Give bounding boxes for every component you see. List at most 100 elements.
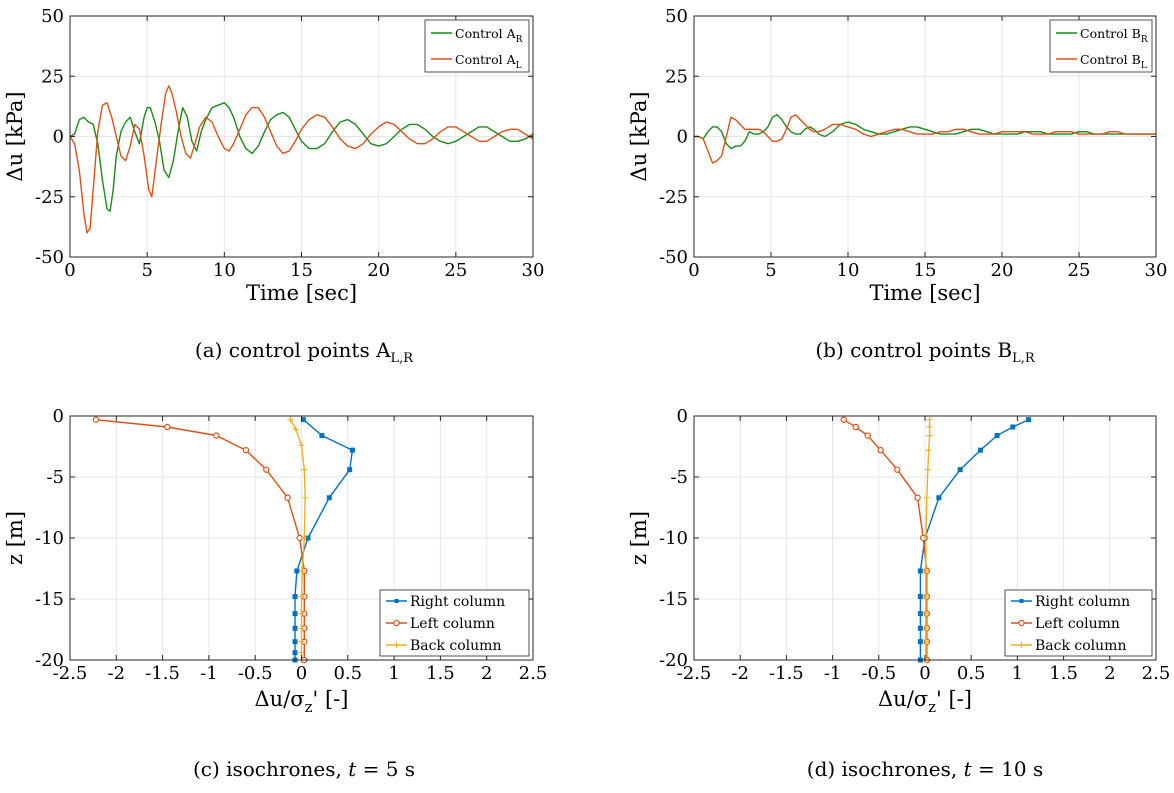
series-line-b-0 — [694, 114, 1156, 150]
legend-d: Right column Left column Back column — [1004, 589, 1153, 657]
x-tick-label-b: 10 — [837, 260, 860, 281]
data-point-d-0 — [957, 467, 963, 473]
data-point-d-1 — [914, 494, 921, 501]
x-tick-label-a: 30 — [522, 260, 545, 281]
y-tick-label-d: -10 — [659, 528, 688, 549]
x-tick-label-d: -2.5 — [677, 663, 712, 684]
data-point-d-0 — [994, 433, 1000, 439]
y-tick-label-a: -50 — [35, 247, 64, 268]
legend-marker-c-1 — [393, 619, 400, 627]
x-tick-label-b: 5 — [765, 260, 776, 281]
x-tick-label-d: -0.5 — [861, 663, 896, 684]
data-point-c-0 — [349, 447, 355, 453]
legend-marker-c-0 — [394, 599, 399, 603]
data-point-c-0 — [347, 467, 353, 473]
x-tick-label-c: -2 — [108, 663, 126, 684]
y-tick-label-d: -5 — [670, 467, 688, 488]
x-tick-label-a: 20 — [367, 260, 390, 281]
legend-label-b-1: Control BL — [1080, 52, 1147, 71]
data-point-c-1 — [242, 446, 250, 454]
legend-label-d-2: Back column — [1035, 638, 1126, 654]
data-point-c-2 — [298, 638, 305, 645]
data-point-c-2 — [298, 649, 305, 656]
y-tick-label-c: -5 — [46, 467, 64, 488]
data-point-d-1 — [864, 432, 871, 439]
series-line-a-1 — [69, 85, 534, 234]
x-tick-label-a: 10 — [213, 260, 236, 281]
data-point-d-2 — [926, 432, 933, 439]
x-tick-label-c: -1 — [200, 663, 218, 684]
caption-b-text: (b) control points B — [815, 338, 1013, 362]
data-point-c-2 — [301, 466, 308, 473]
data-point-c-1 — [284, 494, 291, 501]
data-point-d-0 — [917, 594, 923, 600]
data-point-d-2 — [924, 466, 931, 473]
x-tick-label-c: -2.5 — [53, 663, 88, 684]
data-point-c-0 — [292, 650, 298, 656]
data-point-c-2 — [298, 610, 305, 617]
x-axis-label-c: Δu/σz' [-] — [255, 687, 349, 716]
x-tick-label-b: 30 — [1145, 260, 1168, 281]
x-tick-label-c: 2.5 — [519, 663, 548, 684]
x-axis-label-b: Time [sec] — [869, 281, 980, 305]
legend-label-c-2: Back column — [410, 638, 501, 654]
data-point-d-0 — [917, 639, 923, 645]
caption-d: (d) isochrones, t = 10 s — [807, 757, 1043, 781]
data-point-c-2 — [298, 593, 305, 600]
legend-label-a-0: Control AR — [455, 26, 523, 45]
y-tick-label-a: 25 — [41, 66, 64, 87]
data-point-c-0 — [292, 639, 298, 645]
x-tick-label-d: -1 — [824, 663, 842, 684]
x-tick-label-d: -1.5 — [769, 663, 804, 684]
data-point-d-0 — [917, 611, 923, 617]
x-tick-label-d: -2 — [731, 663, 749, 684]
caption-a-text: (a) control points A — [194, 338, 391, 362]
y-axis-label-b: Δu [kPa] — [627, 91, 651, 181]
data-point-c-1 — [164, 423, 171, 431]
x-axis-label-d: Δu/σz' [-] — [878, 687, 972, 716]
data-point-d-1 — [877, 446, 884, 454]
legend-marker-d-2 — [1018, 642, 1025, 648]
caption-a-sub: L,R — [390, 351, 414, 366]
data-point-c-0 — [292, 611, 298, 617]
data-point-d-2 — [922, 593, 929, 600]
y-tick-label-a: -25 — [35, 187, 64, 208]
legend-marker-d-0 — [1019, 599, 1024, 603]
x-tick-label-a: 0 — [64, 260, 75, 281]
legend-marker-c-2 — [393, 642, 400, 648]
data-point-d-2 — [925, 447, 932, 454]
data-point-d-2 — [926, 416, 933, 423]
y-tick-label-a: 0 — [53, 127, 64, 148]
legend-label-d-0: Right column — [1035, 594, 1130, 610]
data-point-d-0 — [917, 568, 923, 574]
data-point-d-0 — [936, 495, 942, 501]
legend-marker-d-1 — [1018, 619, 1025, 627]
y-tick-label-b: -50 — [659, 247, 688, 268]
y-tick-label-d: -15 — [659, 589, 688, 610]
data-point-d-2 — [922, 638, 929, 645]
y-tick-label-d: -20 — [659, 650, 688, 671]
x-tick-label-b: 25 — [1068, 260, 1091, 281]
y-tick-label-c: 0 — [53, 406, 64, 427]
chart-a: 0 5 10 15 20 25 30 -50 -25 0 25 50 Time [sec] Δu [kPa… — [3, 6, 544, 305]
data-point-d-1 — [840, 416, 847, 423]
x-tick-label-b: 20 — [991, 260, 1014, 281]
legend-label-c-1: Left column — [410, 616, 495, 632]
x-tick-label-b: 15 — [914, 260, 937, 281]
y-tick-label-c: -10 — [35, 528, 64, 549]
chart-c: -2.5 -2 -1.5 -1 -0.5 0 0.5 1 1.5 2 2.5 0 -5 -10 -15 -20… — [3, 406, 547, 716]
x-axis-label-a: Time [sec] — [246, 281, 357, 305]
y-axis-label-c: z [m] — [3, 511, 27, 565]
data-point-d-2 — [922, 535, 929, 541]
legend-box-b — [1049, 19, 1153, 73]
legend-c: Right column Left column Back column — [379, 589, 530, 657]
y-tick-label-b: -25 — [659, 187, 688, 208]
data-point-c-2 — [299, 567, 306, 574]
y-tick-label-a: 50 — [41, 6, 64, 27]
x-tick-label-c: 1 — [388, 663, 399, 684]
series-line-b-1 — [694, 114, 1156, 164]
caption-d-suffix: = 10 s — [971, 757, 1044, 781]
caption-c-math: t — [348, 757, 357, 781]
